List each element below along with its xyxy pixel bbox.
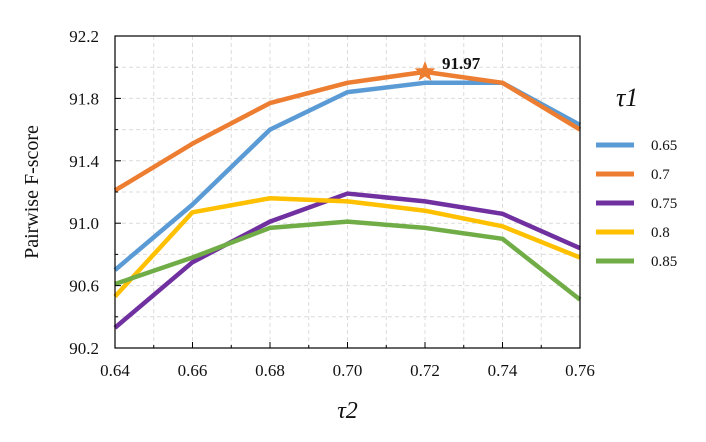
series-line-0.85 [114, 219, 582, 302]
x-tick-label: 0.64 [100, 361, 130, 380]
y-tick-label: 91.4 [69, 152, 99, 171]
axis-ticks: 0.64 0.66 0.68 0.70 0.72 0.74 0.76 90.2 90.6 91.0… [69, 27, 595, 380]
y-tick-label: 90.2 [69, 339, 99, 358]
x-tick-label: 0.68 [255, 361, 285, 380]
y-tick-label: 92.2 [69, 27, 99, 46]
y-axis-label: Pairwise F-score [21, 125, 43, 259]
x-tick-label: 0.72 [410, 361, 440, 380]
series-line-0.8 [113, 195, 581, 299]
legend-label: 0.65 [651, 138, 677, 154]
series-line-0.7 [113, 69, 582, 193]
legend-label: 0.8 [651, 225, 670, 241]
x-axis-label: τ2 [337, 398, 358, 424]
legend-label: 0.85 [651, 254, 677, 270]
x-tick-label: 0.70 [333, 361, 363, 380]
series-line-0.75 [113, 191, 581, 330]
legend: τ1 0.65 0.7 0.75 0.8 0.85 [596, 83, 677, 270]
y-tick-label: 90.6 [69, 277, 99, 296]
legend-label: 0.7 [651, 167, 670, 183]
series-lines [113, 69, 582, 330]
y-tick-label: 91.8 [69, 89, 99, 108]
peak-annotation: 91.97 [414, 54, 481, 81]
star-icon [414, 60, 436, 81]
x-tick-label: 0.76 [565, 361, 595, 380]
legend-title: τ1 [616, 83, 638, 112]
peak-value-label: 91.97 [442, 54, 481, 73]
x-tick-label: 0.66 [178, 361, 208, 380]
legend-label: 0.75 [651, 196, 677, 212]
x-tick-label: 0.74 [488, 361, 518, 380]
y-tick-label: 91.0 [69, 214, 99, 233]
